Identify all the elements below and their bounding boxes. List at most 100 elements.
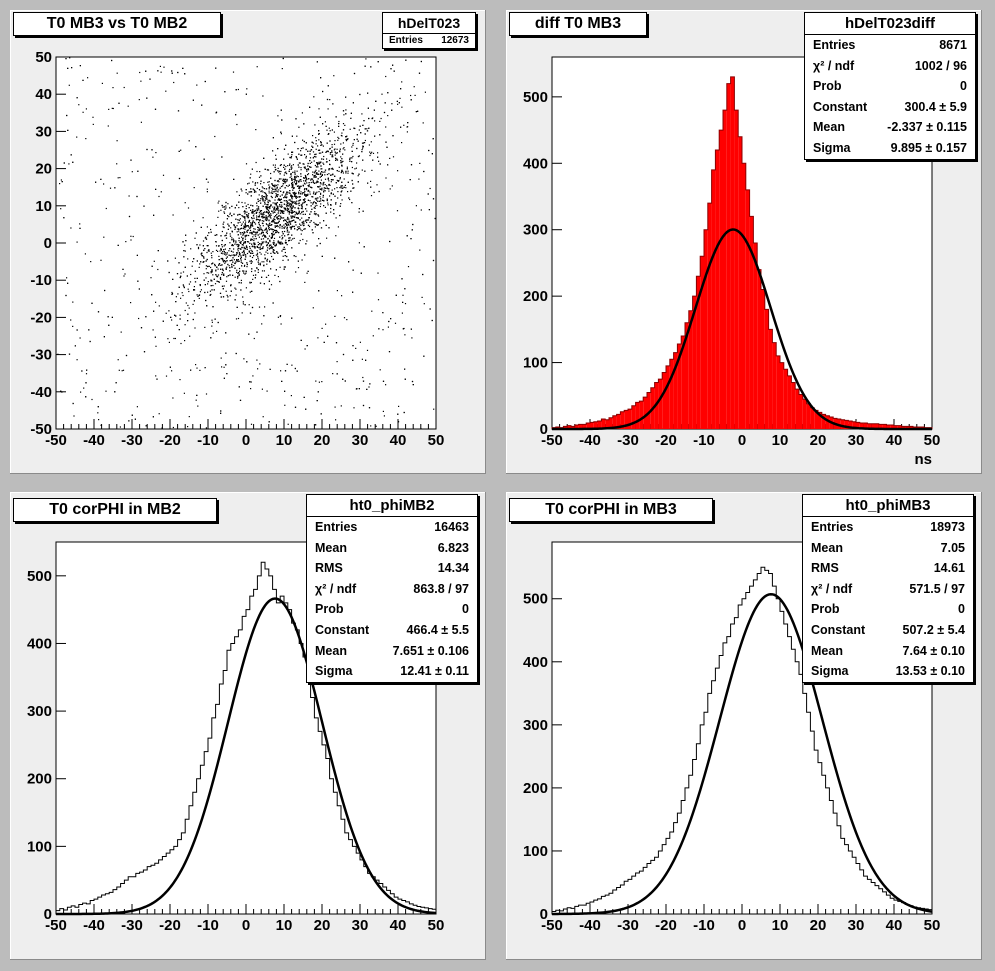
scatter-point [294, 179, 296, 182]
scatter-point [295, 203, 297, 205]
scatter-point [287, 203, 289, 205]
scatter-point [244, 216, 246, 218]
scatter-point [262, 199, 264, 201]
scatter-point [304, 194, 306, 196]
scatter-point [300, 224, 302, 226]
scatter-point [274, 166, 276, 168]
scatter-point [261, 213, 264, 215]
scatter-point [259, 363, 261, 365]
scatter-point [282, 180, 284, 182]
scatter-point [66, 277, 68, 279]
scatter-point [303, 228, 305, 230]
scatter-point [377, 61, 379, 63]
scatter-point [235, 254, 238, 256]
scatter-point [301, 112, 303, 114]
scatter-point [392, 135, 394, 137]
scatter-point [358, 129, 360, 131]
scatter-point [323, 191, 325, 193]
scatter-point [284, 226, 286, 228]
scatter-point [310, 211, 312, 213]
scatter-point [214, 263, 216, 266]
scatter-point [267, 212, 269, 214]
scatter-point [223, 226, 225, 229]
scatter-point [252, 215, 255, 217]
scatter-point [245, 208, 247, 210]
scatter-point [345, 113, 347, 115]
histogram-bin [647, 392, 651, 429]
histogram-bin [783, 369, 788, 429]
scatter-point [155, 188, 157, 190]
stats-label: χ² / ndf [315, 581, 357, 596]
stats-value: 6.823 [437, 540, 469, 555]
scatter-point [274, 185, 276, 188]
scatter-point [146, 148, 148, 151]
scatter-point [330, 211, 332, 213]
scatter-point [221, 272, 223, 274]
scatter-point [237, 88, 239, 91]
scatter-point [187, 313, 189, 315]
scatter-point [312, 135, 314, 137]
scatter-point [244, 226, 246, 228]
scatter-point [313, 160, 315, 162]
scatter-point [261, 231, 263, 233]
scatter-point [66, 114, 68, 117]
stats-label: Entries [813, 38, 856, 52]
scatter-point [224, 248, 226, 250]
scatter-point [337, 180, 339, 182]
scatter-point [320, 200, 322, 202]
scatter-point [248, 220, 250, 222]
scatter-point [306, 204, 308, 206]
scatter-point [356, 134, 358, 136]
pad-mb2-hist[interactable]: -50 -40 -30 -20 -10 0 10 20 30 40 50 0 100 200 300 400 5… [10, 492, 486, 960]
scatter-point [252, 274, 255, 276]
scatter-point [223, 245, 225, 247]
gaussian-fit-curve [552, 228, 932, 431]
scatter-point [332, 168, 334, 170]
scatter-point [245, 93, 247, 95]
scatter-point [199, 284, 201, 286]
gaussian-fit-curve [56, 597, 437, 916]
scatter-point [103, 183, 105, 185]
scatter-point [334, 151, 336, 153]
scatter-point [237, 219, 239, 221]
scatter-point [278, 189, 280, 191]
scatter-point [318, 130, 320, 132]
scatter-point [225, 268, 227, 270]
scatter-point [265, 228, 267, 230]
scatter-point [341, 295, 343, 297]
scatter-point [274, 222, 276, 224]
scatter-point [267, 202, 269, 204]
scatter-point [76, 329, 78, 331]
histogram-bin [616, 414, 621, 429]
scatter-point [276, 202, 278, 204]
scatter-point [172, 397, 174, 399]
scatter-point [266, 198, 268, 200]
scatter-point [215, 241, 217, 243]
scatter-point [195, 399, 197, 401]
scatter-point [264, 218, 266, 220]
scatter-point [138, 99, 140, 101]
scatter-point [226, 253, 228, 255]
scatter-point [259, 246, 261, 248]
pad-scatter[interactable]: -50 -40 -30 -20 -10 0 10 20 30 40 50 -50 -40 -30 -20 -1… [10, 10, 486, 474]
pad-diff-hist[interactable]: -50 -40 -30 -20 -10 0 10 20 30 40 50 0 100 200 300 400 5… [506, 10, 982, 474]
scatter-point [218, 245, 220, 247]
scatter-point [277, 212, 279, 214]
scatter-point [411, 229, 413, 231]
scatter-point [327, 178, 329, 180]
scatter-point [205, 299, 207, 302]
scatter-point [315, 156, 317, 158]
scatter-point [240, 256, 242, 258]
scatter-point [192, 303, 194, 305]
scatter-point [238, 244, 240, 246]
scatter-point [76, 359, 78, 361]
scatter-point [321, 173, 323, 176]
scatter-point [274, 252, 276, 254]
scatter-point [279, 315, 282, 317]
x-tick-label: -50 [45, 432, 67, 449]
scatter-point [136, 406, 138, 408]
scatter-point [292, 225, 294, 227]
scatter-point [217, 268, 219, 270]
scatter-point [400, 126, 402, 128]
pad-mb3-hist[interactable]: -50 -40 -30 -20 -10 0 10 20 30 40 50 0 100 200 300 400 5… [506, 492, 982, 960]
